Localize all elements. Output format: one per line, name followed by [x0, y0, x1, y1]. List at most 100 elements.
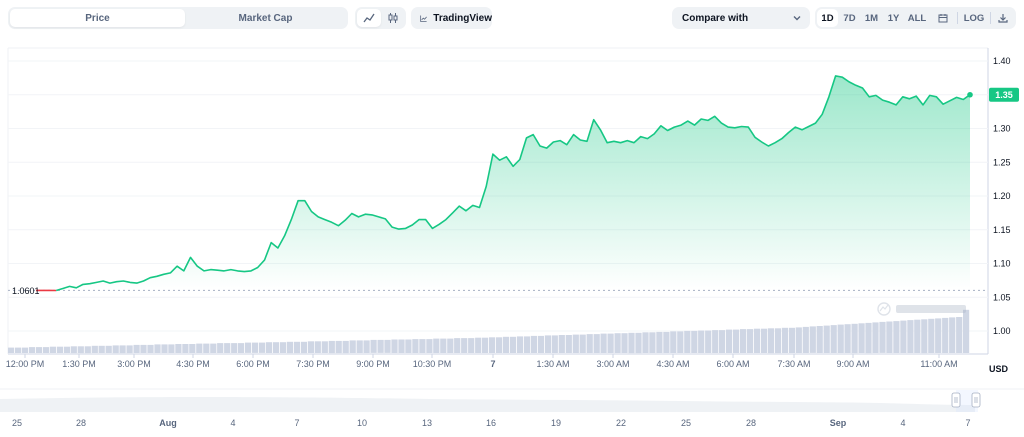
volume-bar [272, 342, 280, 353]
volume-bar [530, 335, 537, 353]
navigator-left-handle[interactable] [951, 392, 961, 408]
navigator-date-label: 25 [12, 418, 22, 428]
volume-bar [649, 332, 656, 353]
price-tick-label: 1.10 [993, 259, 1011, 269]
price-area-fill [56, 75, 970, 291]
navigator-date-label: Aug [159, 418, 177, 428]
volume-bar [293, 341, 300, 354]
volume-bar [77, 346, 84, 354]
volume-bar [544, 335, 551, 353]
volume-bar [844, 324, 851, 353]
volume-bar [558, 335, 565, 353]
volume-bar [551, 335, 558, 353]
volume-bar [119, 345, 126, 354]
volume-bar [349, 340, 356, 353]
volume-bar [384, 339, 391, 353]
price-chart-container: 1.0601 1.40 1.35 1.30 1.25 1.20 1.15 1.10 1.05 1… [0, 40, 1024, 437]
volume-bar [670, 331, 677, 353]
volume-bar [600, 333, 607, 353]
volume-bar [398, 339, 405, 353]
range-navigator[interactable] [0, 388, 1024, 412]
navigator-date-label: 13 [422, 418, 432, 428]
volume-bar [126, 345, 133, 354]
volume-bar [586, 334, 593, 353]
download-button[interactable] [993, 9, 1013, 27]
time-tick-label: 11:00 AM [920, 359, 957, 369]
price-tick-label: 1.15 [993, 225, 1011, 235]
range-1m-button[interactable]: 1M [864, 12, 879, 24]
volume-bar [893, 321, 900, 353]
volume-bar [537, 335, 544, 353]
time-range-selector: 1D 7D 1M 1Y ALL LOG [815, 7, 1016, 29]
volume-bar [112, 345, 119, 354]
volume-bar [356, 340, 363, 353]
volume-bar [224, 343, 231, 353]
log-scale-button[interactable]: LOG [963, 12, 985, 24]
time-tick-label: 10:30 PM [413, 359, 452, 369]
volume-bar [475, 337, 482, 353]
volume-bar [307, 341, 314, 353]
tradingview-label: TradingView [433, 12, 492, 24]
time-tick-label: 3:00 PM [117, 359, 151, 369]
volume-bar [140, 344, 147, 353]
volume-bar [419, 339, 426, 353]
volume-bar [949, 317, 956, 353]
volume-bar [84, 346, 91, 354]
calendar-button[interactable] [932, 9, 954, 27]
volume-bar [496, 337, 503, 353]
volume-bar [161, 344, 168, 353]
volume-bar [698, 330, 705, 353]
volume-bar [607, 333, 614, 353]
volume-bar [928, 318, 935, 353]
volume-bar [42, 347, 50, 353]
volume-bar [482, 337, 489, 353]
price-tick-label: 1.30 [993, 124, 1011, 134]
volume-bar [363, 340, 370, 353]
volume-bar [677, 331, 684, 353]
volume-bar [335, 340, 342, 354]
volume-bar [879, 321, 886, 353]
navigator-date-label: 7 [294, 418, 299, 428]
volume-bar [865, 322, 872, 354]
volume-bar [963, 309, 970, 353]
range-1d-button[interactable]: 1D [817, 9, 838, 27]
tab-market-cap[interactable]: Market Cap [238, 12, 293, 24]
volume-bar [342, 340, 349, 354]
navigator-date-label: 4 [230, 418, 235, 428]
volume-bar [300, 341, 307, 354]
tab-price[interactable]: Price [10, 9, 185, 27]
volume-bar [656, 331, 663, 353]
volume-bar [63, 346, 70, 353]
volume-bar [523, 336, 531, 353]
volume-bar [837, 324, 844, 353]
volume-bar [210, 343, 217, 353]
range-1y-button[interactable]: 1Y [887, 12, 900, 24]
volume-bar [516, 336, 524, 353]
price-tick-label: 1.40 [993, 56, 1011, 66]
range-7d-button[interactable]: 7D [843, 12, 856, 24]
navigator-date-label: 7 [965, 418, 970, 428]
volume-bar [614, 333, 621, 353]
volume-bar [663, 331, 670, 353]
navigator-date-label: Sep [830, 418, 847, 428]
candlestick-icon [388, 13, 397, 23]
volume-bar [942, 317, 949, 353]
line-chart-button[interactable] [357, 9, 381, 27]
navigator-right-handle[interactable] [971, 392, 981, 408]
candlestick-button[interactable] [381, 9, 404, 27]
volume-bar [447, 338, 454, 353]
tradingview-button[interactable]: TradingView [411, 7, 492, 29]
navigator-date-label: 10 [357, 418, 367, 428]
current-price-label: 1.35 [995, 90, 1013, 100]
time-tick-label: 6:00 PM [236, 359, 270, 369]
compare-with-dropdown[interactable]: Compare with [672, 7, 810, 29]
line-chart-icon [363, 13, 375, 23]
chevron-down-icon [793, 16, 801, 21]
volume-bar [426, 339, 433, 353]
volume-bar [733, 329, 740, 353]
volume-bar [231, 343, 238, 353]
volume-bar [774, 328, 781, 354]
price-chart[interactable]: 1.0601 1.40 1.35 1.30 1.25 1.20 1.15 1.10 1.05 1… [0, 40, 1024, 437]
range-all-button[interactable]: ALL [907, 12, 927, 24]
volume-bar [28, 347, 36, 353]
